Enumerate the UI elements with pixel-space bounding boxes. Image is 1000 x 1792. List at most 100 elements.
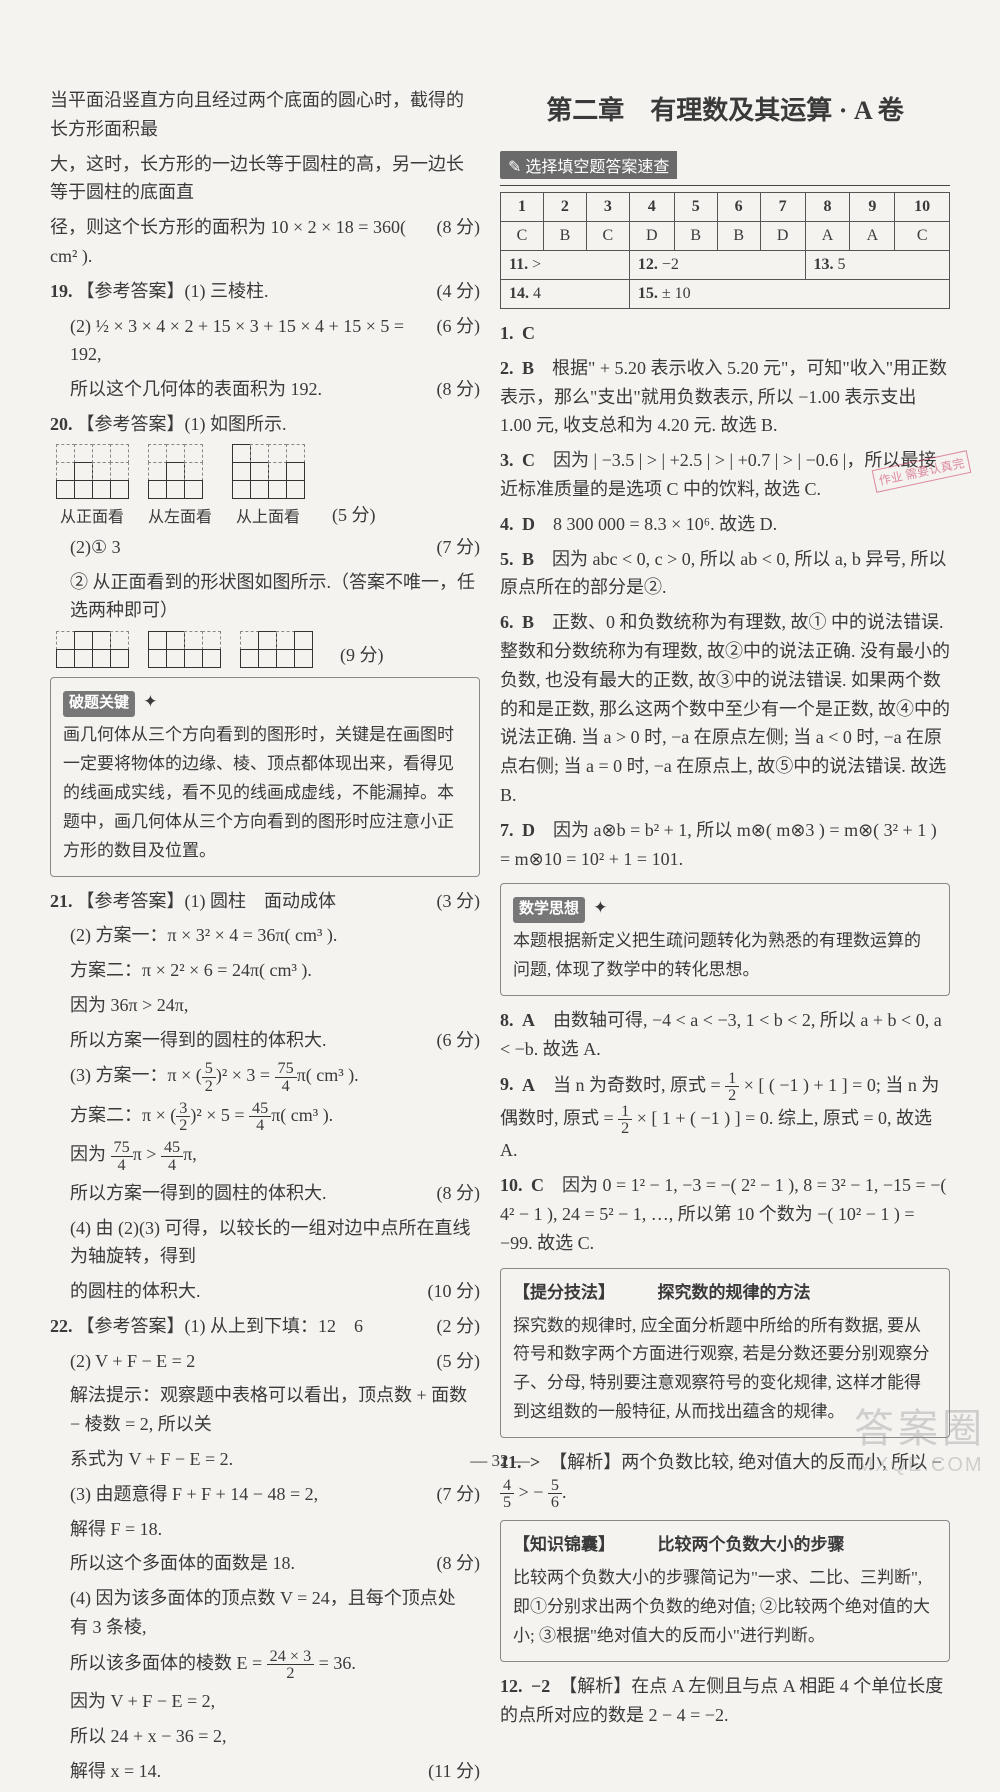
solution-item: 6. B 正数、0 和负数统称为有理数, 故① 中的说法错误. 整数和分数统称为… [500,608,950,810]
text: 12. −2 【解析】在点 A 左侧且与点 A 相距 4 个单位长度的点所对应的… [500,1672,950,1730]
score: (8 分) [437,1179,481,1205]
text: 径，则这个长方形的面积为 10 × 2 × 18 = 360( cm² ). [50,213,429,271]
text: 4. D 8 300 000 = 8.3 × 10⁶. 故选 D. [500,510,950,539]
text: 解得 x = 14. [70,1757,420,1786]
question-line: (4) 因为该多面体的顶点数 V = 24，且每个顶点处有 3 条棱, [70,1584,480,1642]
watermark: 答案圈 MXQE.COM [854,1396,986,1477]
text: (1) 从上到下填：12 6 [185,1312,429,1341]
ans-cell: 15. ± 10 [629,280,949,309]
item-number: 6. [500,612,514,632]
score: (8 分) [437,1549,481,1575]
ans-cell: 12. −2 [629,251,805,280]
solution-item: 10. C 因为 0 = 1² − 1, −3 = −( 2² − 1 ), 8… [500,1171,950,1257]
col-head: 3 [586,193,629,222]
ans-cell: C [501,222,544,251]
question-line: 解法提示：观察题中表格可以看出，顶点数 + 面数 − 棱数 = 2, 所以关 [70,1381,480,1439]
question-line: 解得 x = 14.(11 分) [70,1757,480,1786]
ans-cell: A [805,222,850,251]
score: (5 分) [332,501,376,527]
ans-cell: 11. > [501,251,630,280]
front-view: 从正面看 [56,445,128,527]
question-line: (4) 由 (2)(3) 可得，以较长的一组对边中点所在直线为轴旋转，得到 [70,1214,480,1272]
score: (9 分) [340,641,384,667]
text: ② 从正面看到的形状图如图所示.（答案不唯一，任选两种即可） [70,568,480,626]
score: (8 分) [437,213,481,239]
question-line: (3) 方案一：π × (52)² × 3 = 754π( cm³ ). [70,1060,480,1093]
solution-item: 7. D 因为 a⊗b = b² + 1, 所以 m⊗( m⊗3 ) = m⊗(… [500,816,950,874]
text: 因为 V + F − E = 2, [70,1687,472,1716]
answer-label: 【参考答案】 [77,887,185,913]
solution-item: 9. A 当 n 为奇数时, 原式 = 12 × [ ( −1 ) + 1 ] … [500,1070,950,1166]
text: 10. C 因为 0 = 1² − 1, −3 = −( 2² − 1 ), 8… [500,1171,950,1257]
tip-title: 【提分技法】 [513,1283,607,1302]
score: (5 分) [437,1347,481,1373]
tip-subtitle: 比较两个负数大小的步骤 [658,1535,845,1554]
text: 方案二：π × 2² × 6 = 24π( cm³ ). [70,956,472,985]
score: (6 分) [437,1026,481,1052]
question-number: 21. [50,891,73,912]
question-line: 解得 F = 18. [70,1515,480,1544]
grid-b [148,631,220,667]
col-head: 10 [895,193,950,222]
grid-c [240,631,312,667]
quick-check-label: ✎ 选择填空题答案速查 [500,151,677,179]
items-block-2: 8. A 由数轴可得, −4 < a < −3, 1 < b < 2, 所以 a… [500,1006,950,1258]
text: 所以该多面体的棱数 E = 24 × 32 = 36. [70,1648,472,1681]
solution-item: 5. B 因为 abc < 0, c > 0, 所以 ab < 0, 所以 a,… [500,545,950,603]
item-answer: C [522,323,535,343]
text: 所以这个多面体的面数是 18. [70,1549,429,1578]
view-grids-1: 从正面看 从左面看 从上面看 (5 分) [56,445,480,527]
view-grids-2: (9 分) [56,631,480,667]
ans-cell: C [586,222,629,251]
item-number: 8. [500,1010,514,1030]
right-column: 第二章 有理数及其运算 · A 卷 ✎ 选择填空题答案速查 1234567891… [500,80,950,1792]
question-line: 因为 36π > 24π, [70,991,480,1020]
item-answer: B [522,612,534,632]
item-answer: B [522,358,534,378]
text: 6. B 正数、0 和负数统称为有理数, 故① 中的说法错误. 整数和分数统称为… [500,608,950,810]
col-head: 4 [629,193,674,222]
question-line: (2) V + F − E = 2(5 分) [70,1347,480,1376]
caption: 从正面看 [56,503,128,527]
question-line: 的圆柱的体积大.(10 分) [70,1277,480,1306]
text: 因为 36π > 24π, [70,991,472,1020]
col-head: 9 [850,193,895,222]
item-number: 10. [500,1175,523,1195]
left-column: 当平面沿竖直方向且经过两个底面的圆心时，截得的长方形面积最 大，这时，长方形的一… [50,80,480,1792]
score: (2 分) [437,1312,481,1338]
question-line: (2) 方案一：π × 3² × 4 = 36π( cm³ ). [70,921,480,950]
text: 解得 F = 18. [70,1515,472,1544]
section-title: 第二章 有理数及其运算 · A 卷 [500,90,950,127]
question-line: 所以方案一得到的圆柱的体积大. (6 分) [70,1026,480,1055]
q20-head: 20. 【参考答案】 (1) 如图所示. [50,410,480,439]
items-block-1: 1. C 2. B 根据" + 5.20 表示收入 5.20 元"，可知"收入"… [500,319,950,873]
intro-line: 径，则这个长方形的面积为 10 × 2 × 18 = 360( cm² ). (8… [50,213,480,271]
col-head: 8 [805,193,850,222]
watermark-line1: 答案圈 [854,1396,986,1454]
caption: 从上面看 [232,503,304,527]
text: (1) 三棱柱. [185,277,429,306]
item-number: 7. [500,820,514,840]
text: (3) 由题意得 F + F + 14 − 48 = 2, [70,1480,429,1509]
ans-cell: B [543,222,586,251]
item-number: 5. [500,549,514,569]
ans-cell: 13. 5 [805,251,949,280]
text: 所以方案一得到的圆柱的体积大. [70,1026,429,1055]
tip-subtitle: 探究数的规律的方法 [658,1283,811,1302]
question-line: 方案二：π × (32)² × 5 = 454π( cm³ ). [70,1100,480,1133]
ans-cell: D [760,222,805,251]
solution-item: 4. D 8 300 000 = 8.3 × 10⁶. 故选 D. [500,510,950,539]
intro-line: 当平面沿竖直方向且经过两个底面的圆心时，截得的长方形面积最 [50,86,480,144]
ans-cell: B [717,222,760,251]
intro-line: 大，这时，长方形的一边长等于圆柱的高，另一边长等于圆柱的底面直 [50,150,480,208]
tip-body: 画几何体从三个方向看到的图形时，关键是在画图时一定要将物体的边缘、棱、顶点都体现… [63,721,467,865]
text: 所以方案一得到的圆柱的体积大. [70,1179,429,1208]
tip-box: 破题关键 ✦ 画几何体从三个方向看到的图形时，关键是在画图时一定要将物体的边缘、… [50,677,480,876]
item-answer: −2 [531,1676,550,1696]
q19-head: 19. 【参考答案】 (1) 三棱柱. (4 分) [50,277,480,306]
solution-item: 1. C [500,319,950,348]
question-line: 所以 24 + x − 36 = 2, [70,1722,480,1751]
q20-line2: (2)① 3(7 分) [70,533,480,562]
text: 9. A 当 n 为奇数时, 原式 = 12 × [ ( −1 ) + 1 ] … [500,1070,950,1166]
score: (6 分) [437,312,481,338]
